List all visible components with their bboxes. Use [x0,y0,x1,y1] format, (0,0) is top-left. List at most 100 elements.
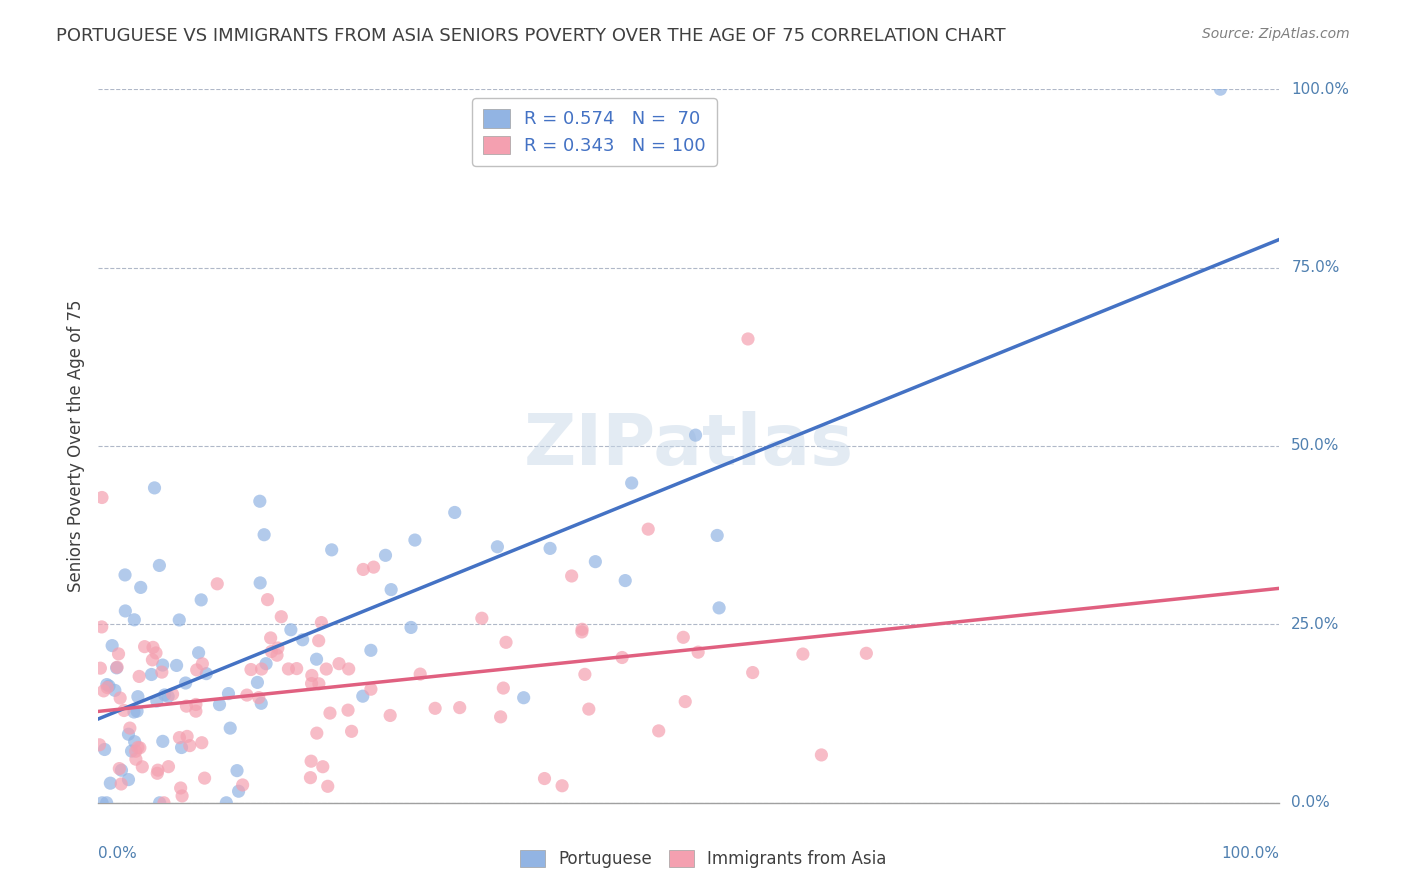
Portuguese [104,683,127,698]
Portuguese [380,582,402,597]
Portuguese [538,541,561,556]
Immigrants from Asia [308,677,330,691]
Immigrants from Asia [328,657,350,671]
Portuguese [114,604,136,618]
Immigrants from Asia [128,740,150,755]
Immigrants from Asia [610,650,633,665]
Portuguese [280,623,302,637]
Immigrants from Asia [551,779,574,793]
Immigrants from Asia [162,687,184,701]
Immigrants from Asia [270,609,292,624]
Immigrants from Asia [471,611,494,625]
Portuguese [226,764,249,778]
Immigrants from Asia [91,491,114,505]
Text: PORTUGUESE VS IMMIGRANTS FROM ASIA SENIORS POVERTY OVER THE AGE OF 75 CORRELATIO: PORTUGUESE VS IMMIGRANTS FROM ASIA SENIO… [56,27,1005,45]
Portuguese [190,593,212,607]
Immigrants from Asia [285,662,308,676]
Portuguese [149,796,172,810]
Immigrants from Asia [571,624,593,639]
Immigrants from Asia [259,631,281,645]
Immigrants from Asia [409,667,432,681]
Portuguese [305,652,328,666]
Text: 25.0%: 25.0% [1291,617,1340,632]
Immigrants from Asia [236,688,259,702]
Text: Source: ZipAtlas.com: Source: ZipAtlas.com [1202,27,1350,41]
Immigrants from Asia [194,771,217,785]
Immigrants from Asia [301,668,323,682]
Immigrants from Asia [449,700,471,714]
Immigrants from Asia [266,648,288,663]
Immigrants from Asia [90,620,112,634]
Immigrants from Asia [352,562,374,576]
Immigrants from Asia [672,630,695,644]
Immigrants from Asia [128,669,150,683]
Immigrants from Asia [312,760,335,774]
Immigrants from Asia [247,690,270,705]
Immigrants from Asia [186,663,208,677]
Portuguese [249,494,271,508]
Immigrants from Asia [299,771,322,785]
Immigrants from Asia [157,759,180,773]
Text: 75.0%: 75.0% [1291,260,1340,275]
Portuguese [98,776,121,790]
Portuguese [170,740,193,755]
Immigrants from Asia [207,577,229,591]
Immigrants from Asia [169,731,191,745]
Immigrants from Asia [380,708,402,723]
Immigrants from Asia [495,635,517,649]
Legend: R = 0.574   N =  70, R = 0.343   N = 100: R = 0.574 N = 70, R = 0.343 N = 100 [472,98,717,166]
Portuguese [146,694,169,708]
Immigrants from Asia [150,665,173,679]
Portuguese [614,574,637,588]
Immigrants from Asia [153,796,176,810]
Immigrants from Asia [108,691,131,706]
Portuguese [101,639,124,653]
Immigrants from Asia [108,762,131,776]
Portuguese [291,632,314,647]
Portuguese [93,742,115,756]
Immigrants from Asia [305,726,328,740]
Text: 0.0%: 0.0% [98,846,138,861]
Immigrants from Asia [110,777,132,791]
Portuguese [219,721,242,735]
Immigrants from Asia [315,662,337,676]
Immigrants from Asia [277,662,299,676]
Portuguese [217,687,239,701]
Immigrants from Asia [737,332,759,346]
Immigrants from Asia [96,681,118,695]
Portuguese [153,688,176,702]
Text: 100.0%: 100.0% [1291,82,1350,96]
Text: 50.0%: 50.0% [1291,439,1340,453]
Immigrants from Asia [118,721,141,735]
Immigrants from Asia [141,653,163,667]
Immigrants from Asia [316,780,339,794]
Immigrants from Asia [319,706,342,720]
Immigrants from Asia [172,789,194,803]
Immigrants from Asia [533,772,555,786]
Portuguese [124,734,146,748]
Immigrants from Asia [340,724,363,739]
Immigrants from Asia [688,645,710,659]
Immigrants from Asia [673,695,696,709]
Immigrants from Asia [191,736,214,750]
Portuguese [707,600,730,615]
Portuguese [143,481,166,495]
Portuguese [152,734,174,748]
Portuguese [360,643,382,657]
Portuguese [91,796,114,810]
Portuguese [486,540,509,554]
Immigrants from Asia [125,752,148,766]
Immigrants from Asia [855,646,877,660]
Portuguese [685,428,707,442]
Immigrants from Asia [105,660,128,674]
Immigrants from Asia [311,615,333,630]
Portuguese [110,764,132,778]
Portuguese [195,666,218,681]
Portuguese [125,704,148,718]
Immigrants from Asia [301,676,323,690]
Immigrants from Asia [308,633,330,648]
Portuguese [167,613,190,627]
Immigrants from Asia [131,760,153,774]
Immigrants from Asia [145,646,167,660]
Portuguese [114,568,136,582]
